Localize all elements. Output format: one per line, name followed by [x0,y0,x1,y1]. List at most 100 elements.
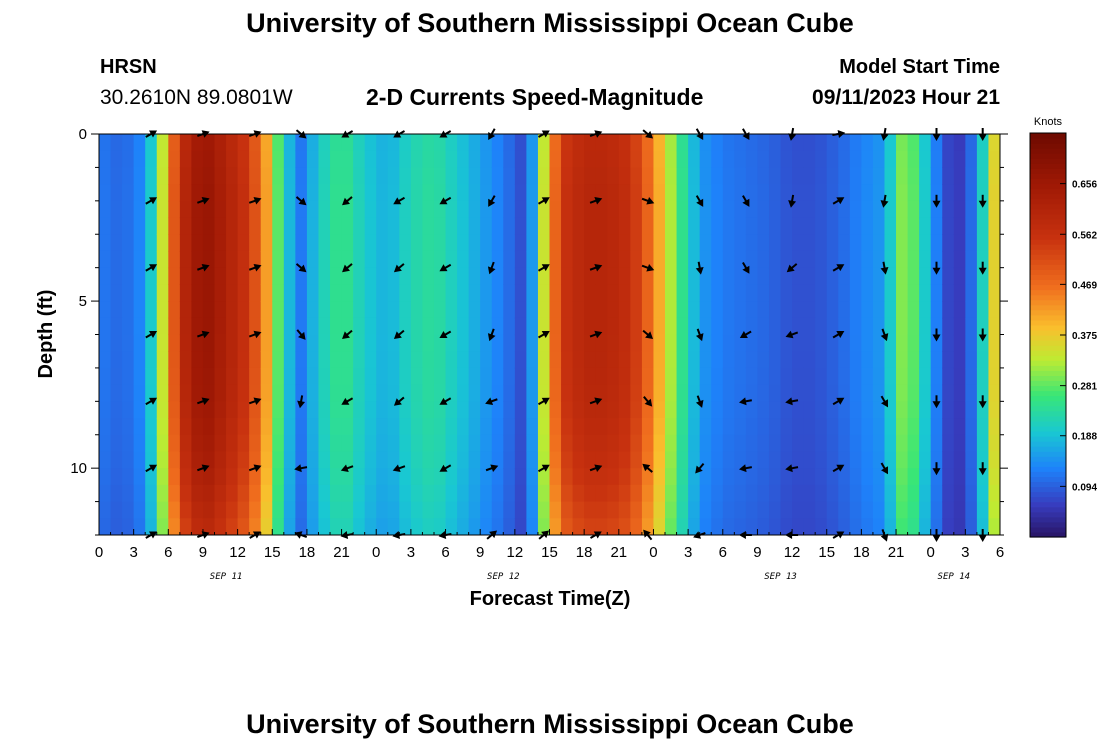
heatmap-cell [907,167,920,185]
heatmap-cell [260,134,273,152]
heatmap-cell [330,434,343,453]
heatmap-cell [306,167,320,185]
heatmap-cell [353,167,366,185]
heatmap-cell [919,284,932,302]
heatmap-cell [653,134,666,152]
heatmap-cell [757,184,770,202]
heatmap-cell [99,501,112,519]
heatmap-cell [330,234,343,252]
heatmap-cell [884,267,897,285]
heatmap-cell [561,150,574,169]
heatmap-cell [745,418,759,436]
heatmap-cell [872,367,886,386]
x-tick-label: 6 [719,544,727,561]
heatmap-cell [884,301,897,319]
heatmap-cell [561,501,574,519]
heatmap-cell [549,384,562,402]
heatmap-cell [861,401,874,419]
heatmap-cell [191,434,204,453]
heatmap-cell [133,200,146,219]
current-arrow [641,197,655,205]
heatmap-cell [376,401,389,419]
heatmap-cell [584,418,597,436]
colorbar-tick-label: 0.094 [1072,482,1097,493]
heatmap-cell [942,301,955,319]
heatmap-cell [156,434,169,453]
heatmap-cell [387,167,400,185]
heatmap-cell [849,184,862,202]
heatmap-cell [780,234,793,252]
heatmap-cell [884,284,897,302]
heatmap-cell [422,434,435,453]
heatmap-cell [641,167,655,185]
heatmap-cell [191,518,204,535]
current-arrow [487,328,496,342]
heatmap-cell [422,317,435,336]
heatmap-cell [792,334,805,352]
heatmap-cell [561,284,574,302]
heatmap-cell [226,384,239,402]
heatmap-cell [410,468,424,486]
heatmap-cell [237,184,250,202]
heatmap-cell [838,250,851,269]
heatmap-cell [491,367,504,386]
heatmap-cell [953,484,966,503]
heatmap-cell [526,234,539,252]
heatmap-cell [526,184,539,202]
heatmap-cell [988,501,1000,519]
heatmap-cell [768,401,782,419]
heatmap-cell [387,134,400,152]
heatmap-cell [145,250,158,269]
heatmap-cell [549,367,562,386]
heatmap-cell [214,451,227,469]
heatmap-cell [387,234,400,252]
heatmap-cell [711,501,724,519]
heatmap-cell [214,167,227,185]
heatmap-cell [306,384,320,402]
heatmap-cell [826,351,839,369]
heatmap-cell [503,250,516,269]
heatmap-cell [226,234,239,252]
heatmap-cell [872,351,886,369]
heatmap-cell [595,434,608,453]
heatmap-cell [214,501,227,519]
heatmap-cell [815,234,828,252]
heatmap-cell [803,217,816,235]
heatmap-cell [468,234,481,252]
heatmap-cell [688,434,701,453]
heatmap-cell [422,351,435,369]
heatmap-cell [156,384,169,402]
heatmap-cell [237,418,250,436]
heatmap-cell [849,434,862,453]
heatmap-cell [295,167,308,185]
colorbar-step [1030,279,1066,286]
heatmap-cell [815,267,828,285]
heatmap-cell [457,367,470,386]
heatmap-cell [468,301,481,319]
heatmap-cell [919,518,932,535]
heatmap-cell [260,434,273,453]
heatmap-cell [503,451,516,469]
heatmap-cell [410,184,424,202]
heatmap-cell [202,150,216,169]
heatmap-cell [884,150,897,169]
heatmap-cell [849,250,862,269]
heatmap-cell [491,217,504,235]
heatmap-cell [896,134,909,152]
heatmap-cell [133,250,146,269]
heatmap-cell [976,200,990,219]
colorbar-step [1030,173,1066,180]
heatmap-cell [572,234,585,252]
heatmap-cell [872,418,886,436]
heatmap-cell [202,367,216,386]
current-arrow [538,264,550,272]
heatmap-cell [549,301,562,319]
heatmap-cell [988,217,1000,235]
heatmap-cell [330,334,343,352]
heatmap-cell [665,150,678,169]
heatmap-cell [711,334,724,352]
heatmap-cell [156,501,169,519]
heatmap-cell [202,134,216,152]
heatmap-cell [676,451,689,469]
heatmap-cell [295,401,308,419]
